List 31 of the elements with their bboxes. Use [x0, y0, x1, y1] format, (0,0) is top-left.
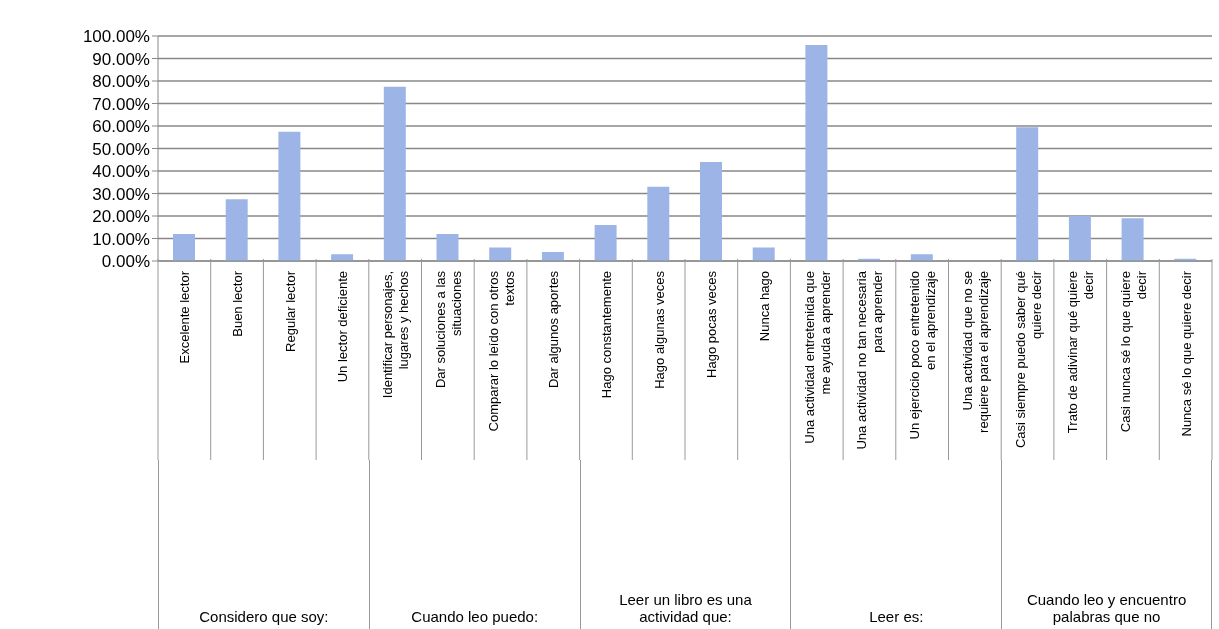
- text: Leer un libro es una actividad que:: [618, 591, 753, 625]
- text: Cuando leo puedo:: [411, 608, 539, 625]
- x-tick-label: Nunca hago: [757, 271, 773, 342]
- text: Leer es:: [869, 608, 924, 625]
- x-tick-label: Nunca sé lo que quiere decir: [1178, 270, 1194, 437]
- x-tick-label: Hago constantemente: [598, 271, 614, 399]
- y-tick-label: 90.00%: [92, 49, 150, 69]
- text: Considero que soy:: [199, 608, 329, 625]
- y-tick-label: 10.00%: [92, 229, 150, 249]
- x-tick-label: Hago pocas veces: [704, 270, 720, 378]
- y-tick-label: 100.00%: [82, 27, 150, 47]
- y-tick-label: 0.00%: [101, 252, 150, 272]
- y-tick-label: 30.00%: [92, 184, 150, 204]
- x-tick-label: Regular lector: [282, 270, 298, 352]
- y-tick-label: 60.00%: [92, 117, 150, 137]
- x-tick-label: Excelente lector: [177, 270, 193, 364]
- text: Cuando leo y encuentro palabras que no: [1025, 591, 1188, 625]
- y-tick-label: 70.00%: [92, 94, 150, 114]
- x-tick-label: Buen lector: [230, 270, 246, 337]
- x-tick-label: Comparar lo leído con otros textos: [485, 270, 517, 432]
- x-tick-label: Dar algunos aportes: [546, 270, 562, 389]
- y-tick-label: 80.00%: [92, 72, 150, 92]
- y-tick-label: 50.00%: [92, 139, 150, 159]
- y-tick-label: 40.00%: [92, 162, 150, 182]
- x-tick-label: Identificar personajes, lugares y hechos: [380, 270, 412, 399]
- x-tick-label: Hago algunas veces: [651, 270, 667, 389]
- y-tick-label: 20.00%: [92, 207, 150, 227]
- x-tick-label: Trato de adivinar qué quiere decir: [1065, 270, 1097, 434]
- x-tick-label: Un lector deficiente: [335, 271, 351, 383]
- x-tick-label: Casi nunca sé lo que quiere decir: [1117, 270, 1149, 433]
- x-tick-label: Una actividad entretenida que me ayuda a aprender: [801, 270, 833, 444]
